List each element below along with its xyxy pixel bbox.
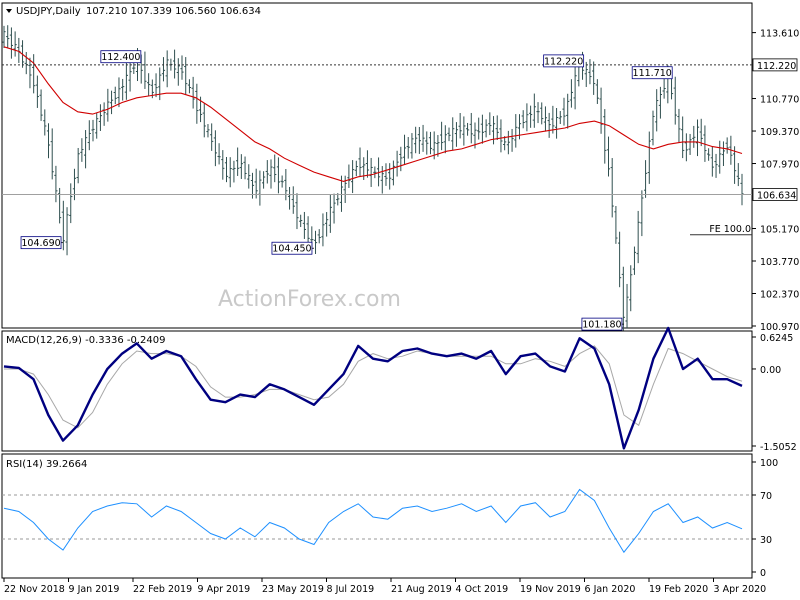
x-tick-label: 3 Apr 2020 [714, 584, 767, 595]
current-price-label: 106.634 [757, 191, 796, 202]
x-tick-label: 6 Jan 2020 [585, 584, 636, 595]
rsi-panel [1, 453, 753, 579]
annotation-label: 112.220 [544, 56, 583, 67]
x-tick-label: 19 Nov 2019 [520, 584, 581, 595]
price-tick-label: 102.370 [760, 290, 799, 301]
price-tick-label: 103.770 [760, 257, 799, 268]
price-tag-box [752, 58, 798, 72]
rsi-label: RSI(14) 39.2664 [6, 459, 87, 470]
price-tick-label: 113.610 [760, 29, 799, 40]
macd-line [3, 326, 743, 450]
x-tick-label: 4 Oct 2019 [456, 584, 509, 595]
macd-tick-label: 0.00 [760, 365, 781, 376]
macd-panel [1, 330, 753, 452]
price-tick-label: 100.970 [760, 322, 799, 333]
x-tick-label: 9 Jan 2019 [69, 584, 120, 595]
rsi-tick-label: 100 [760, 458, 778, 469]
rsi-tick-label: 70 [760, 491, 772, 502]
price-tick-label: 107.970 [760, 160, 799, 171]
price-series-group: 112.220 106.634 FE 100.0 104.690 112.400 104.… [2, 25, 798, 331]
x-tick-label: 22 Feb 2019 [133, 584, 192, 595]
ohlc-readout: 107.210 107.339 106.560 106.634 [86, 6, 261, 17]
dropdown-arrow-icon[interactable] [6, 9, 12, 13]
price-panel [1, 2, 753, 329]
x-tick-label: 9 Apr 2019 [198, 584, 251, 595]
x-tick-label: 19 Feb 2020 [649, 584, 708, 595]
x-tick-label: 8 Jul 2019 [327, 584, 375, 595]
price-tick-label: 109.370 [760, 127, 799, 138]
macd-label: MACD(12,26,9) -0.3336 -0.2409 [6, 335, 166, 346]
x-tick-label: 23 May 2019 [262, 584, 324, 595]
macd-series-group [3, 326, 743, 450]
current-price-box [752, 188, 798, 201]
rsi-tick-label: 0 [760, 568, 766, 579]
annotation-box [631, 66, 673, 80]
price-tick-label: 110.770 [760, 95, 799, 106]
annotation-label: 104.690 [21, 238, 60, 249]
macd-tick-label: 0.6245 [760, 333, 793, 344]
rsi-series-group [2, 488, 752, 554]
x-tick-label: 21 Aug 2019 [391, 584, 452, 595]
axis-labels-group: 113.610 110.770 109.370 107.970 105.170 103.7… [3, 29, 799, 595]
rsi-line [3, 488, 743, 554]
moving-average-line [3, 46, 743, 182]
annotation-box [543, 54, 585, 68]
macd-tick-label: -1.5052 [760, 442, 797, 453]
annotation-box [271, 241, 313, 255]
macd-signal-line [4, 345, 743, 429]
annotation-label: 104.450 [272, 244, 311, 255]
price-tick-label: 105.170 [760, 225, 799, 236]
annotation-box [581, 317, 623, 331]
annotation-label: 111.710 [633, 68, 672, 79]
price-tag-label: 112.220 [757, 61, 796, 72]
fe-label: FE 100.0 [709, 224, 751, 235]
annotation-label: 101.180 [582, 320, 621, 331]
x-tick-label: 22 Nov 2018 [4, 584, 65, 595]
annotation-box [100, 50, 142, 64]
watermark: ActionForex.com [218, 287, 401, 312]
rsi-tick-label: 30 [760, 535, 772, 546]
annotation-label: 112.400 [101, 52, 140, 63]
annotation-box [20, 236, 62, 250]
symbol-label: USDJPY,Daily [16, 6, 81, 17]
